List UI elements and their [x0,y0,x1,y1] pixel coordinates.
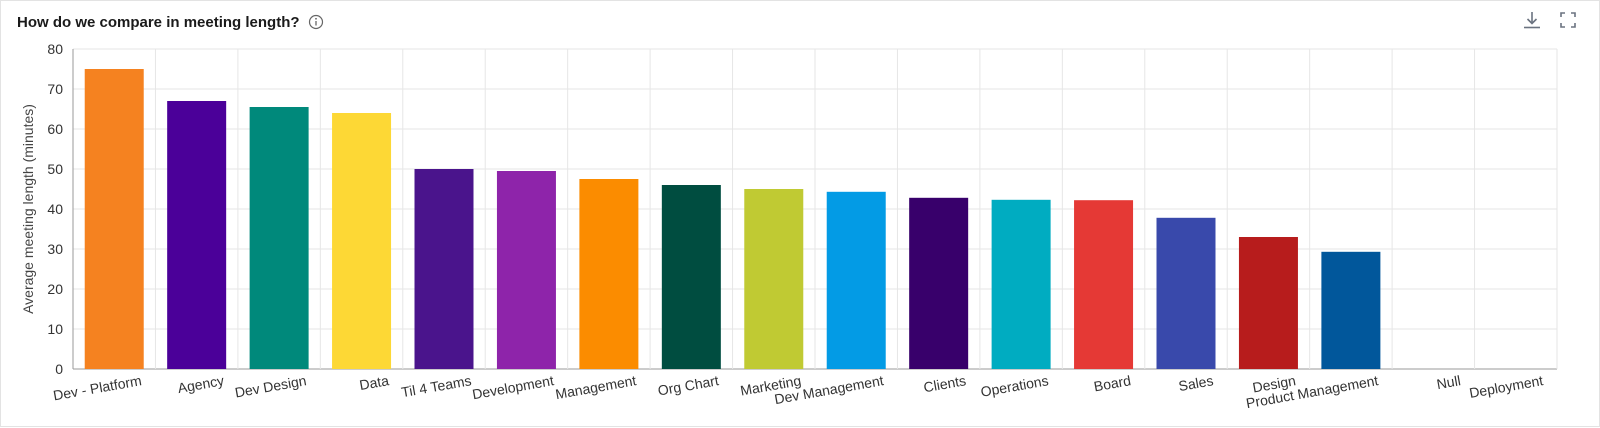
bar-sales[interactable] [1156,217,1216,369]
bar-dev-platform[interactable] [84,69,144,369]
y-tick-label: 70 [47,81,63,97]
y-axis-title: Average meeting length (minutes) [20,104,36,314]
x-tick-label: Operations [979,372,1049,400]
x-tick-label: Clients [922,372,967,395]
bar-board[interactable] [1074,200,1134,369]
bars [84,69,1381,369]
bar-development[interactable] [496,171,556,369]
download-icon[interactable] [1521,9,1543,31]
x-axis-ticks: Dev - Platform Agency Dev Design Data Til 4 … [52,372,1545,411]
x-tick-label: Dev - Platform [52,372,143,403]
bar-product-management[interactable] [1321,251,1381,369]
chart-title: How do we compare in meeting length? [17,13,300,31]
x-tick-label: Org Chart [657,372,720,398]
x-tick-label: Deployment [1468,372,1544,401]
y-tick-label: 30 [47,241,63,257]
y-tick-label: 20 [47,281,63,297]
x-tick-label: Sales [1177,372,1214,394]
bar-marketing[interactable] [744,189,804,369]
x-tick-label: Management [554,372,637,402]
y-tick-label: 60 [47,121,63,137]
y-tick-label: 40 [47,201,63,217]
info-icon[interactable] [308,14,324,30]
y-tick-label: 0 [55,361,63,377]
chart-toolbar [1521,9,1579,31]
fullscreen-icon[interactable] [1557,9,1579,31]
x-tick-label: Board [1093,372,1133,394]
bar-clients[interactable] [909,197,969,369]
bar-data[interactable] [332,113,392,369]
y-tick-label: 80 [47,41,63,57]
x-tick-label: Development [471,372,555,402]
x-tick-label: Null [1435,372,1462,392]
bar-management[interactable] [579,179,639,369]
bar-org-chart[interactable] [661,185,721,369]
y-tick-label: 50 [47,161,63,177]
chart-header: How do we compare in meeting length? [17,11,324,33]
x-tick-label: Agency [176,372,225,396]
bar-operations[interactable] [991,199,1051,369]
x-tick-label: Dev Design [234,372,308,400]
grid-lines [72,48,1558,370]
x-tick-label: Til 4 Teams [400,372,473,400]
bar-design[interactable] [1238,237,1298,369]
bar-dev-management[interactable] [826,191,886,369]
x-tick-label: Data [358,372,390,393]
bar-dev-design[interactable] [249,107,309,369]
y-axis-ticks: 0 10 20 30 40 50 60 70 80 [47,41,63,377]
bar-agency[interactable] [167,101,227,369]
bar-til-4-teams[interactable] [414,169,474,369]
y-tick-label: 10 [47,321,63,337]
x-tick-label: Design [1251,372,1297,395]
